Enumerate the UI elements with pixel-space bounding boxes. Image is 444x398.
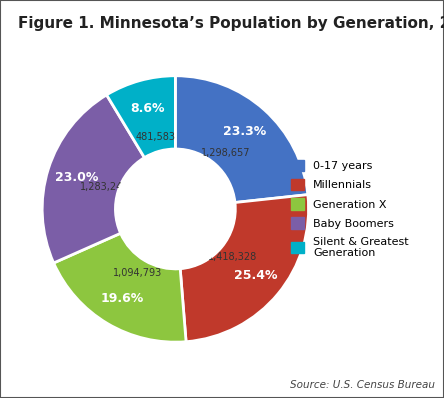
Text: 8.6%: 8.6% bbox=[130, 102, 165, 115]
Text: Figure 1. Minnesota’s Population by Generation, 2017: Figure 1. Minnesota’s Population by Gene… bbox=[18, 16, 444, 31]
Text: Source: U.S. Census Bureau: Source: U.S. Census Bureau bbox=[290, 380, 435, 390]
Text: 1,418,328: 1,418,328 bbox=[208, 252, 258, 261]
Wedge shape bbox=[107, 76, 175, 158]
Wedge shape bbox=[175, 76, 308, 203]
Text: 19.6%: 19.6% bbox=[101, 292, 144, 305]
Text: 1,283,245: 1,283,245 bbox=[79, 181, 129, 191]
Legend: 0-17 years, Millennials, Generation X, Baby Boomers, Silent & Greatest
Generatio: 0-17 years, Millennials, Generation X, B… bbox=[288, 156, 412, 261]
Circle shape bbox=[115, 149, 235, 269]
Text: 23.0%: 23.0% bbox=[55, 171, 98, 184]
Text: 25.4%: 25.4% bbox=[234, 269, 277, 282]
Text: 1,298,657: 1,298,657 bbox=[200, 148, 250, 158]
Wedge shape bbox=[54, 233, 186, 342]
Text: 481,583: 481,583 bbox=[135, 132, 175, 142]
Wedge shape bbox=[180, 195, 309, 342]
Wedge shape bbox=[42, 95, 144, 263]
Text: 23.3%: 23.3% bbox=[223, 125, 266, 138]
Text: 1,094,793: 1,094,793 bbox=[113, 268, 162, 278]
